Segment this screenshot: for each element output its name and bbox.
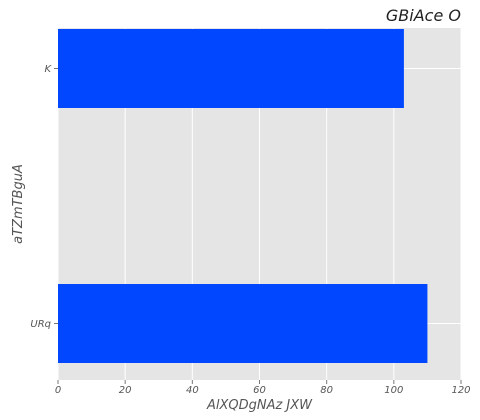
bar-k bbox=[58, 29, 404, 108]
x-ticks: 0 20 40 60 80 100 120 bbox=[55, 380, 471, 396]
y-ticks: K URq bbox=[30, 64, 58, 330]
x-axis-label: AlXQDgNAz JXW bbox=[206, 398, 313, 413]
x-tick-label: 100 bbox=[384, 385, 403, 396]
x-tick-label: 80 bbox=[320, 385, 333, 396]
bars bbox=[58, 29, 428, 363]
y-axis-label: aTZmTBguA bbox=[11, 164, 26, 244]
x-tick-label: 0 bbox=[55, 385, 61, 396]
x-tick-label: 40 bbox=[186, 385, 199, 396]
y-tick-label: K bbox=[44, 64, 52, 75]
x-tick-label: 120 bbox=[451, 385, 470, 396]
bar-urq bbox=[58, 284, 428, 363]
x-tick-label: 20 bbox=[119, 385, 132, 396]
x-tick-label: 60 bbox=[253, 385, 266, 396]
chart-title: GBiAce O bbox=[386, 6, 461, 25]
y-tick-label: URq bbox=[30, 319, 51, 330]
